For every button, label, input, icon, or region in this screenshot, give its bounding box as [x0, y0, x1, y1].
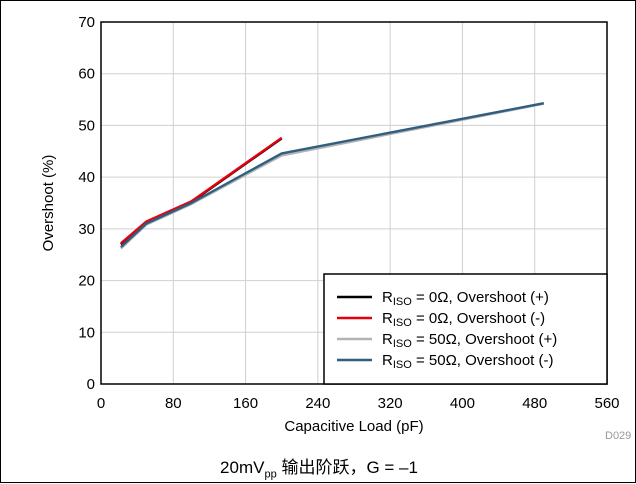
grid: [100, 21, 608, 385]
y-tick-label: 40: [78, 169, 95, 186]
x-axis-title: Capacitive Load (pF): [284, 418, 423, 435]
y-axis-title: Overshoot (%): [40, 155, 57, 252]
y-tick-label: 0: [87, 376, 95, 393]
y-tick-label: 70: [78, 14, 95, 31]
y-tick-label: 50: [78, 117, 95, 134]
legend-label: RISO = 50Ω, Overshoot (+): [382, 331, 557, 350]
legend-label: RISO = 50Ω, Overshoot (-): [382, 352, 553, 371]
series-line-2: [120, 136, 283, 245]
caption-suffix: 输出阶跃，G = –1: [276, 458, 418, 477]
series-line-4: [120, 102, 545, 248]
caption-subscript: pp: [264, 468, 277, 481]
x-tick-label: 400: [450, 395, 475, 412]
x-tick-label: 320: [378, 395, 403, 412]
legend-box: [323, 273, 608, 385]
caption-prefix: 20mV: [220, 458, 265, 477]
figure-id: D029: [605, 430, 631, 442]
legend: RISO = 0Ω, Overshoot (+) RISO = 0Ω, Overs…: [323, 273, 608, 385]
legend-label: RISO = 0Ω, Overshoot (-): [382, 310, 545, 329]
series-lines: [120, 102, 545, 250]
x-tick-label: 240: [305, 395, 330, 412]
x-tick-label: 560: [594, 395, 619, 412]
x-tick-labels: 0 80 160 240 320 400 480 560: [97, 395, 620, 412]
y-tick-label: 10: [78, 324, 95, 341]
y-tick-label: 30: [78, 221, 95, 238]
x-tick-label: 480: [522, 395, 547, 412]
x-tick-label: 160: [233, 395, 258, 412]
y-tick-label: 20: [78, 273, 95, 290]
figure-caption: 20mVpp 输出阶跃，G = –1: [1, 453, 636, 480]
x-tick-label: 0: [97, 395, 105, 412]
y-tick-labels: 0 10 20 30 40 50 60 70: [78, 14, 95, 393]
x-tick-label: 80: [165, 395, 182, 412]
legend-label: RISO = 0Ω, Overshoot (+): [382, 289, 549, 308]
y-tick-label: 60: [78, 66, 95, 83]
